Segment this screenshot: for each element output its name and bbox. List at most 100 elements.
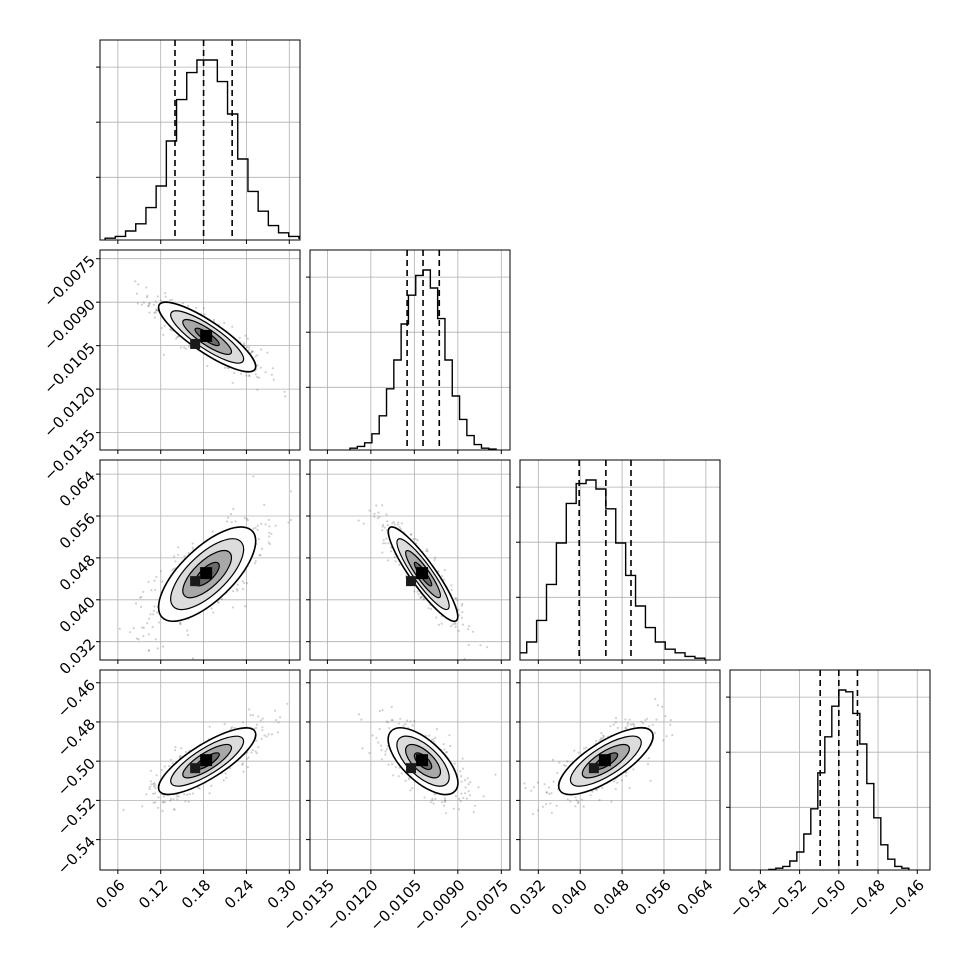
sample-point bbox=[276, 731, 280, 734]
sample-point bbox=[566, 798, 569, 801]
sample-point bbox=[457, 608, 460, 611]
sample-point bbox=[251, 350, 254, 353]
sample-point bbox=[461, 757, 464, 760]
sample-point bbox=[210, 784, 213, 787]
sample-point bbox=[184, 750, 188, 754]
panel-frame bbox=[99, 459, 301, 661]
sample-point bbox=[669, 723, 672, 726]
sample-point bbox=[416, 539, 419, 542]
sample-point bbox=[175, 337, 178, 340]
sample-point bbox=[382, 538, 385, 542]
sample-point bbox=[431, 797, 434, 800]
sample-point bbox=[240, 372, 243, 375]
sample-point bbox=[414, 537, 417, 541]
sample-point bbox=[629, 723, 632, 726]
sample-point bbox=[140, 595, 143, 599]
sample-point bbox=[255, 752, 258, 755]
sample-point bbox=[171, 569, 174, 572]
sample-point bbox=[169, 797, 173, 801]
sample-point bbox=[380, 749, 383, 752]
sample-point bbox=[270, 532, 273, 535]
sample-point bbox=[227, 367, 230, 370]
sample-point bbox=[628, 718, 631, 721]
histogram-step bbox=[520, 479, 706, 660]
sample-point bbox=[392, 774, 395, 777]
sample-point bbox=[411, 787, 414, 790]
sample-point bbox=[254, 750, 257, 753]
sample-point bbox=[466, 628, 470, 631]
sample-point bbox=[664, 715, 667, 718]
sample-point bbox=[632, 768, 635, 771]
y-tick-label: 0.040 bbox=[56, 593, 99, 636]
density-cell bbox=[190, 763, 201, 774]
sample-point bbox=[162, 645, 165, 648]
sample-point bbox=[267, 518, 270, 522]
sample-point bbox=[573, 749, 576, 752]
sample-point bbox=[267, 541, 270, 544]
sample-point bbox=[662, 739, 665, 742]
sample-point bbox=[624, 718, 627, 721]
sample-point bbox=[225, 776, 228, 779]
panel-3-3 bbox=[726, 669, 931, 874]
sample-point bbox=[576, 802, 580, 805]
sample-point bbox=[631, 723, 634, 726]
sample-point bbox=[452, 807, 455, 810]
sample-point bbox=[458, 797, 461, 801]
sample-point bbox=[616, 781, 619, 784]
sample-point bbox=[206, 364, 209, 368]
sample-point bbox=[633, 725, 636, 728]
sample-point bbox=[380, 758, 383, 761]
sample-point bbox=[384, 542, 387, 545]
sample-point bbox=[454, 597, 457, 600]
sample-point bbox=[640, 720, 643, 723]
sample-point bbox=[256, 375, 259, 379]
sample-point bbox=[429, 607, 433, 611]
sample-point bbox=[230, 521, 233, 524]
sample-point bbox=[373, 515, 376, 518]
sample-point bbox=[603, 735, 606, 738]
sample-point bbox=[381, 709, 384, 712]
sample-point bbox=[186, 793, 189, 796]
sample-point bbox=[444, 799, 447, 802]
sample-point bbox=[555, 804, 558, 807]
sample-point bbox=[419, 596, 422, 599]
sample-point bbox=[177, 546, 180, 549]
sample-point bbox=[264, 523, 267, 526]
sample-point bbox=[385, 748, 388, 751]
sample-point bbox=[179, 755, 182, 758]
sample-point bbox=[654, 698, 657, 701]
sample-point bbox=[257, 746, 260, 749]
sample-point bbox=[247, 756, 250, 759]
sample-point bbox=[544, 802, 548, 806]
sample-point bbox=[460, 775, 463, 778]
sample-point bbox=[661, 705, 664, 709]
sample-point bbox=[541, 805, 545, 808]
sample-point bbox=[247, 348, 250, 352]
x-tick-label: 0.040 bbox=[548, 876, 591, 919]
sample-point bbox=[404, 779, 407, 782]
sample-point bbox=[558, 761, 561, 764]
sample-point bbox=[626, 724, 629, 727]
x-tick-label: 0.24 bbox=[221, 876, 257, 912]
sample-point bbox=[385, 529, 388, 532]
sample-point bbox=[183, 346, 186, 349]
sample-point bbox=[187, 800, 190, 803]
sample-point bbox=[229, 512, 233, 516]
x-tick-label: 0.048 bbox=[590, 876, 633, 919]
sample-point bbox=[468, 625, 471, 628]
sample-point bbox=[398, 526, 401, 529]
sample-point bbox=[614, 721, 618, 724]
sample-point bbox=[453, 762, 456, 765]
sample-point bbox=[174, 560, 177, 563]
sample-point bbox=[152, 785, 156, 788]
sample-point bbox=[159, 299, 162, 302]
sample-point bbox=[258, 376, 261, 379]
sample-point bbox=[433, 558, 436, 562]
sample-point bbox=[217, 601, 220, 604]
sample-point bbox=[585, 746, 588, 749]
sample-point bbox=[118, 627, 121, 630]
sample-point bbox=[434, 797, 437, 801]
sample-point bbox=[157, 796, 160, 799]
panel-3-1 bbox=[306, 669, 511, 874]
sample-point bbox=[254, 526, 257, 530]
